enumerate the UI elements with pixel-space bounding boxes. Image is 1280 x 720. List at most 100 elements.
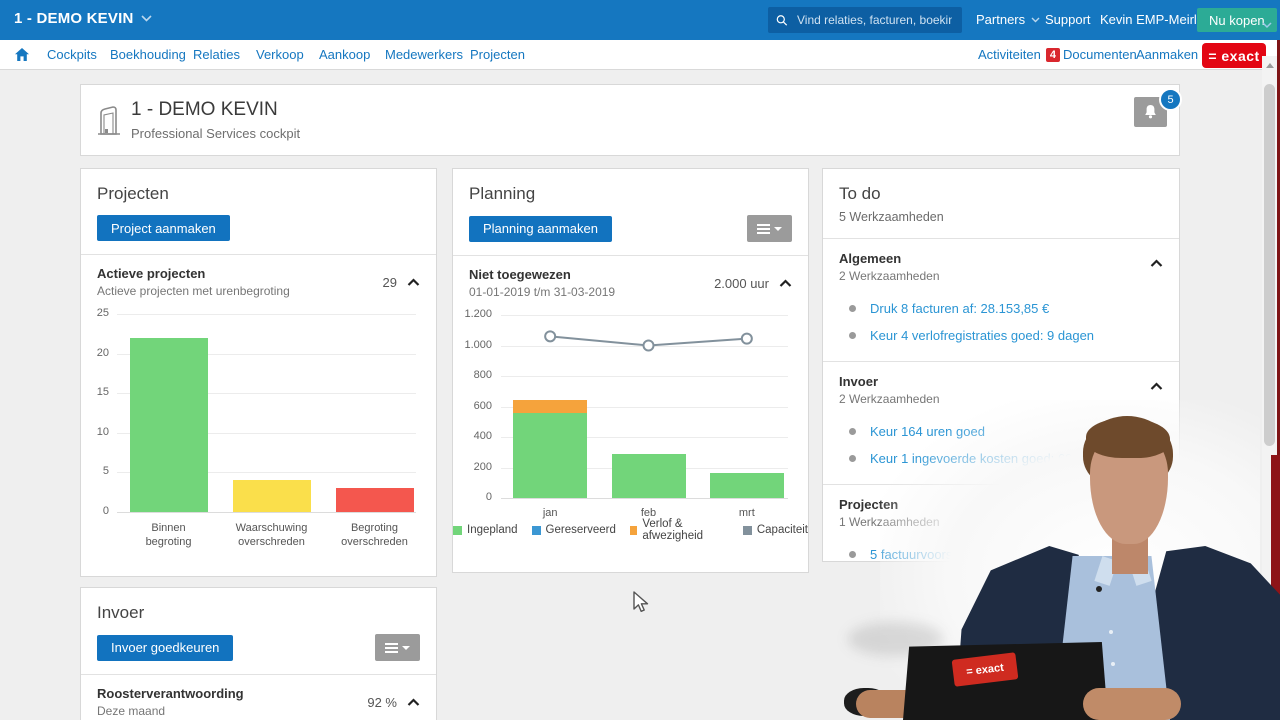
y-axis-tick: 0 — [102, 505, 109, 517]
chevron-up-icon — [407, 697, 420, 706]
company-selector[interactable]: 1 - DEMO KEVIN — [14, 10, 153, 27]
chart-bar-2[interactable] — [335, 488, 414, 512]
invoer-options-button[interactable] — [375, 634, 420, 661]
home-button[interactable] — [14, 47, 30, 67]
gridline — [501, 437, 788, 438]
collapse-button[interactable] — [1150, 255, 1163, 273]
sticker-text: = exact — [965, 661, 1005, 678]
chevron-up-icon — [1150, 382, 1163, 390]
support-link[interactable]: Support — [1045, 12, 1091, 27]
y-axis-tick: 5 — [102, 465, 109, 478]
user-menu[interactable]: Kevin EMP-Meirlaen — [1100, 12, 1219, 27]
exact-laptop-sticker: = exact — [951, 652, 1019, 687]
partners-menu[interactable]: Partners — [976, 12, 1040, 27]
mouse-cursor — [633, 591, 649, 612]
bell-icon — [1145, 105, 1156, 119]
search-input[interactable] — [795, 12, 954, 28]
collapse-button[interactable] — [407, 697, 420, 707]
collapse-button[interactable] — [1150, 378, 1163, 396]
planning-options-button[interactable] — [747, 215, 792, 242]
todo-item[interactable]: 5 factuurvoorstel(len) bekijken: 1.490,0… — [839, 541, 1163, 568]
todo-card-subtitle: 5 Werkzaamheden — [839, 210, 944, 224]
nav-item-boekhouding[interactable]: Boekhouding — [110, 47, 186, 62]
legend-label: Verlof & afwezigheid — [642, 518, 704, 542]
chart-legend: Ingepland Gereserveerd Verlof & afwezighei… — [453, 518, 808, 542]
collapse-button[interactable] — [779, 278, 792, 288]
invoer-card: Invoer Invoer goedkeuren Roosterverantwo… — [80, 587, 437, 720]
x-axis-label: Begroting overschreden — [341, 522, 408, 549]
gridline — [117, 314, 416, 315]
legend-item-capaciteit: Capaciteit — [742, 518, 808, 542]
chart-bar-verlof-afwezigheid[interactable] — [513, 399, 588, 413]
chart-bar-0[interactable] — [129, 337, 208, 512]
chart-bar-ingepland[interactable] — [709, 472, 784, 498]
gridline — [117, 432, 416, 434]
user-name-label: Kevin EMP-Meirlaen — [1100, 12, 1219, 27]
invoer-goedkeuren-button[interactable]: Invoer goedkeuren — [97, 634, 234, 661]
legend-item-ingepland: Ingepland — [453, 518, 518, 542]
invoer-card-title: Invoer — [97, 603, 145, 622]
exact-logo-text: = exact — [1208, 47, 1260, 64]
chart-bar-ingepland[interactable] — [513, 412, 588, 498]
legend-label: Ingepland — [467, 524, 518, 536]
gridline — [501, 376, 788, 377]
todo-link: 5 factuurvoorstel(len) bekijken: 1.490,0… — [870, 547, 1113, 562]
presenter-left-hand — [856, 690, 928, 718]
planning-aanmaken-label: Planning aanmaken — [483, 221, 598, 236]
lavalier-mic — [1096, 586, 1102, 592]
divider — [81, 674, 436, 675]
nav-item-aanmaken[interactable]: Aanmaken — [1136, 47, 1199, 62]
chart-bar-ingepland[interactable] — [611, 453, 686, 498]
chevron-up-icon — [779, 278, 792, 287]
scrollbar-up-arrow[interactable] — [1266, 63, 1274, 68]
x-axis-label: Waarschuwing overschreden — [235, 522, 308, 549]
nav-item-activiteiten[interactable]: Activiteiten 4 — [978, 47, 1060, 62]
todo-item[interactable]: Keur 164 uren goed — [839, 418, 1163, 445]
legend-swatch — [531, 525, 541, 535]
todo-item[interactable]: Keur 4 verlofregistraties goed: 9 dagen — [839, 322, 1163, 349]
computer-mouse — [844, 688, 888, 716]
todo-section-title: Projecten — [839, 497, 899, 512]
capacity-line — [544, 330, 753, 352]
nav-item-aankoop[interactable]: Aankoop — [319, 47, 371, 62]
page-subtitle: Professional Services cockpit — [131, 126, 301, 141]
project-aanmaken-button[interactable]: Project aanmaken — [97, 215, 230, 241]
notifications-badge: 5 — [1159, 88, 1182, 111]
legend-swatch — [629, 525, 638, 535]
widget-subtitle: Deze maand — [97, 704, 166, 718]
laptop — [903, 642, 1108, 720]
video-frame-edge — [1277, 40, 1280, 720]
nav-item-relaties[interactable]: Relaties — [193, 47, 240, 62]
gridline — [501, 315, 788, 316]
todo-item[interactable]: Druk 8 facturen af: 28.153,85 € — [839, 295, 1163, 322]
nav-item-verkoop[interactable]: Verkoop — [256, 47, 304, 62]
topbar-more-menu[interactable] — [1262, 16, 1272, 34]
partners-label: Partners — [976, 12, 1026, 27]
todo-section-title: Invoer — [839, 374, 879, 389]
buy-now-button[interactable]: Nu kopen — [1197, 8, 1277, 32]
legend-label: Gereserveerd — [545, 524, 616, 536]
global-search[interactable] — [768, 7, 962, 33]
y-axis-tick: 20 — [96, 346, 109, 359]
nav-item-documenten[interactable]: Documenten — [1063, 47, 1137, 62]
shirt-button — [1111, 662, 1115, 666]
widget-subtitle: 01-01-2019 t/m 31-03-2019 — [469, 285, 616, 299]
todo-card-title: To do — [839, 184, 881, 203]
exact-logo: = exact — [1202, 43, 1266, 68]
collapse-button[interactable] — [407, 277, 420, 287]
scrollbar-thumb[interactable] — [1264, 84, 1275, 446]
todo-link: Keur 164 uren goed — [870, 424, 985, 439]
x-axis-label: Binnen begroting — [145, 522, 192, 549]
todo-link: Keur 4 verlofregistraties goed: 9 dagen — [870, 328, 1095, 343]
nav-item-cockpits[interactable]: Cockpits — [47, 47, 97, 62]
nav-item-projecten[interactable]: Projecten — [470, 47, 525, 62]
planning-aanmaken-button[interactable]: Planning aanmaken — [469, 215, 612, 242]
legend-swatch — [742, 525, 752, 535]
nav-item-medewerkers[interactable]: Medewerkers — [385, 47, 464, 62]
divider — [81, 254, 436, 255]
todo-item[interactable]: Keur 1 ingevoerde kosten goed: 69,00 € — [839, 445, 1163, 472]
todo-section-projecten: Projecten 1 Werkzaamheden 5 factuurvoors… — [823, 485, 1179, 580]
chart-bar-1[interactable] — [232, 480, 311, 512]
legend-label: Capaciteit — [756, 524, 808, 536]
